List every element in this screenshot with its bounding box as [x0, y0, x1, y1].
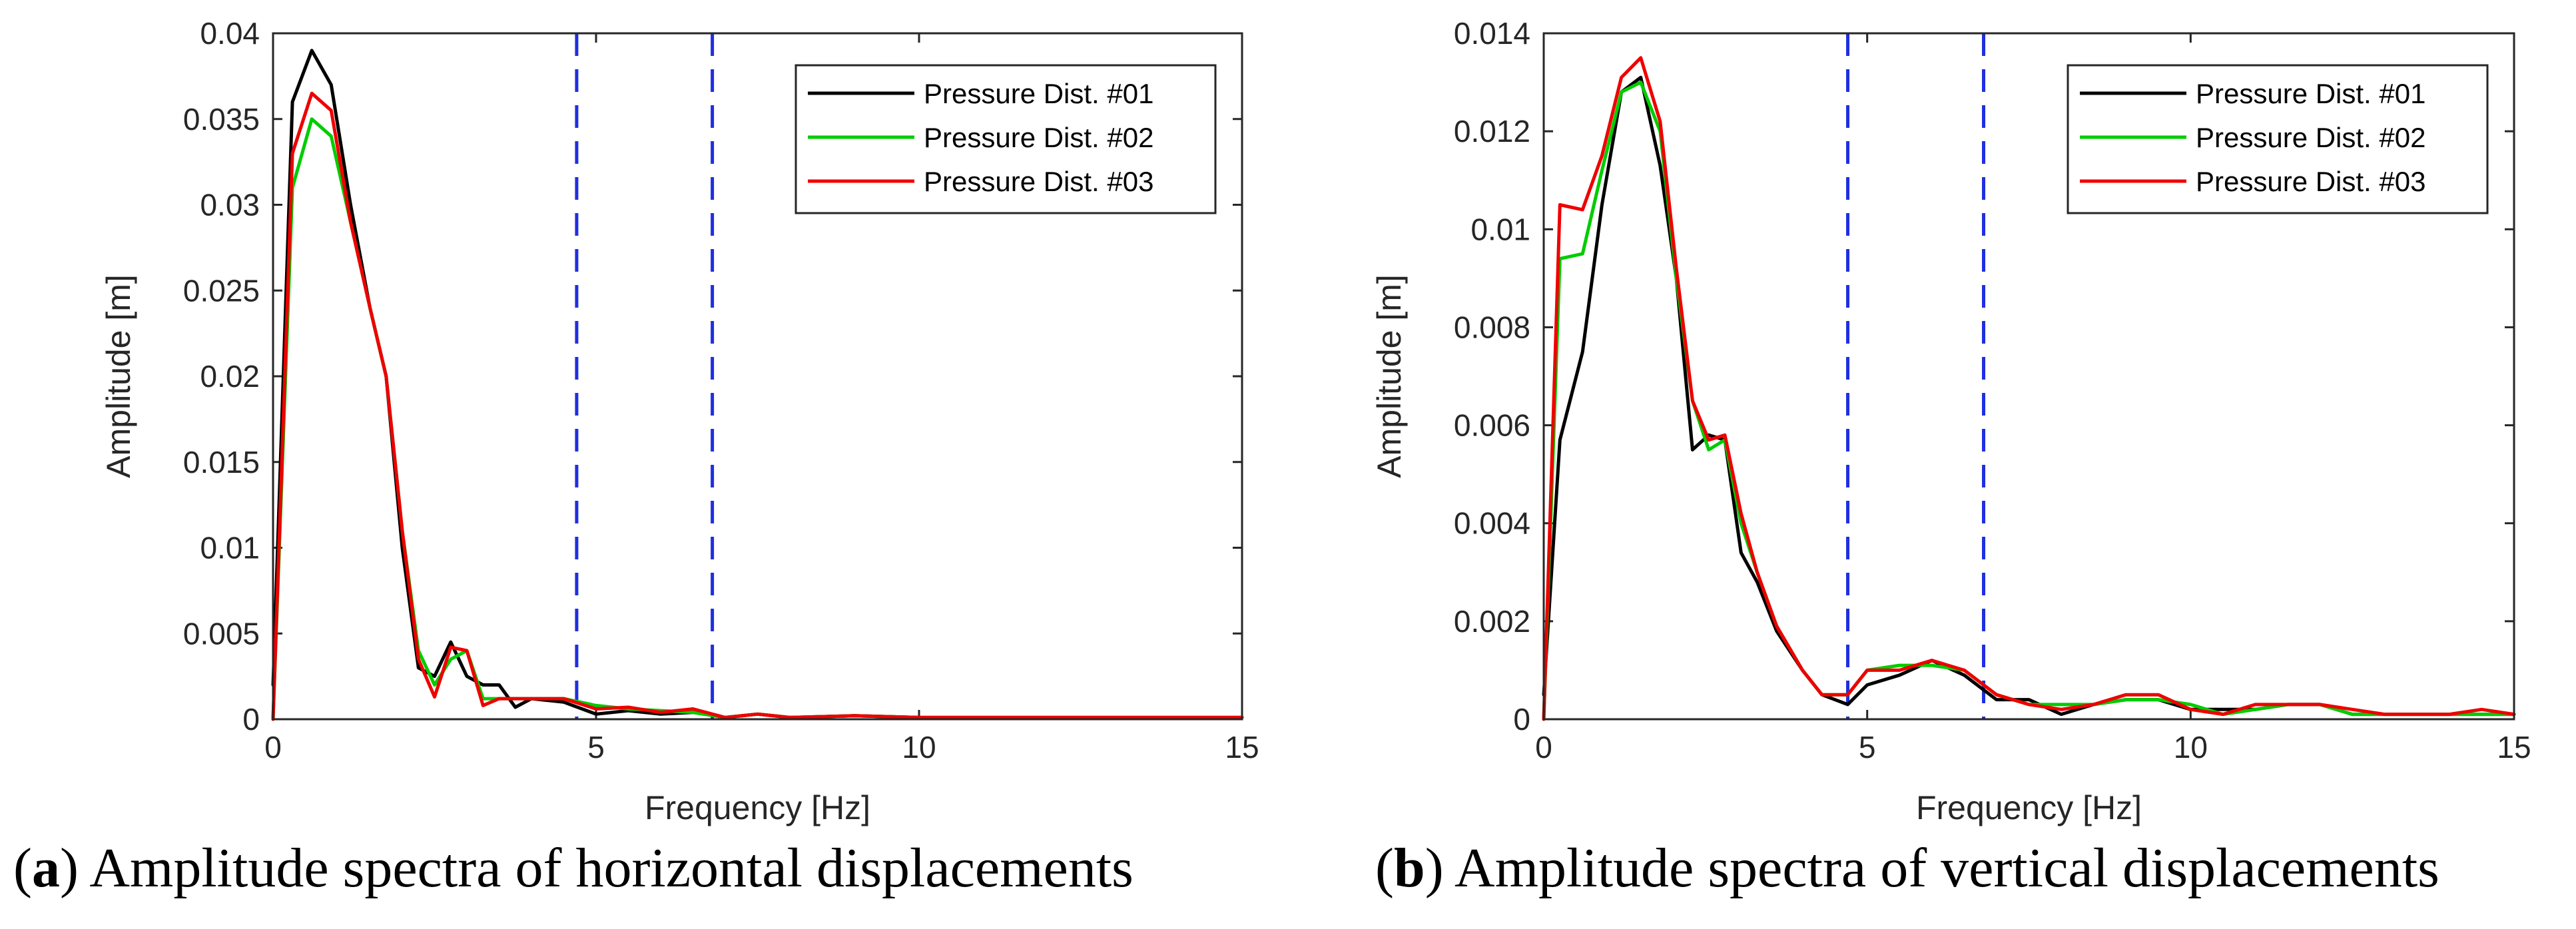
x-axis-label: Frequency [Hz] — [645, 789, 870, 826]
panel-a: 0 5 10 15 0 0.005 0.01 0.015 0.02 0.025 0.03 0.035 0… — [100, 16, 1259, 826]
y-tick-label: 0.002 — [1454, 604, 1530, 639]
y-tick-label: 0.01 — [200, 531, 260, 565]
y-tick-label: 0.02 — [200, 359, 260, 394]
x-tick-label: 10 — [2174, 730, 2208, 765]
y-tick-label: 0.03 — [200, 188, 260, 222]
y-tick-label: 0.005 — [183, 616, 260, 651]
y-axis-label: Amplitude [m] — [100, 274, 137, 478]
axes-frame — [1542, 32, 2515, 721]
caption-a-letter: a — [31, 837, 60, 899]
y-tick-label: 0.008 — [1454, 310, 1530, 344]
caption-b: (b) Amplitude spectra of vertical displa… — [1375, 837, 2439, 899]
axes-frame — [272, 32, 1243, 721]
y-tick-label: 0.01 — [1470, 212, 1530, 246]
y-tick-label: 0.015 — [183, 445, 260, 479]
x-tick-label: 15 — [2497, 730, 2531, 765]
legend-label: Pressure Dist. #02 — [2196, 122, 2425, 153]
panel-b: 0 5 10 15 0 0.002 0.004 0.006 0.008 0.01 0.012 0.01… — [1371, 16, 2531, 826]
legend-box — [2067, 64, 2489, 214]
x-tick-label: 15 — [1225, 730, 1259, 765]
caption-a: (a) Amplitude spectra of horizontal disp… — [13, 837, 1133, 899]
caption-b-text: Amplitude spectra of vertical displaceme… — [1454, 837, 2439, 899]
y-tick-label: 0.004 — [1454, 506, 1530, 541]
legend: Pressure Dist. #01 Pressure Dist. #02 Pres… — [795, 64, 1217, 214]
y-tick-label: 0.012 — [1454, 114, 1530, 149]
x-tick-label: 10 — [902, 730, 936, 765]
y-tick-label: 0.035 — [183, 102, 260, 137]
series-line-3 — [271, 91, 1244, 721]
x-tick-label: 5 — [587, 730, 605, 765]
legend-box — [795, 64, 1217, 214]
y-tick-label: 0 — [1513, 702, 1530, 737]
legend: Pressure Dist. #01 Pressure Dist. #02 Pres… — [2067, 64, 2489, 214]
series-line-3 — [1542, 56, 2516, 721]
caption-b-letter: b — [1393, 837, 1425, 899]
y-tick-label: 0.025 — [183, 273, 260, 308]
caption-a-text: Amplitude spectra of horizontal displace… — [89, 837, 1133, 899]
x-tick-label: 0 — [264, 730, 282, 765]
legend-label: Pressure Dist. #01 — [2196, 78, 2425, 109]
y-axis-label: Amplitude [m] — [1371, 274, 1408, 478]
y-tick-label: 0 — [242, 702, 260, 737]
x-tick-label: 5 — [1859, 730, 1876, 765]
legend-label: Pressure Dist. #01 — [924, 78, 1153, 109]
y-tick-label: 0.006 — [1454, 408, 1530, 443]
legend-label: Pressure Dist. #02 — [924, 122, 1153, 153]
x-axis-label: Frequency [Hz] — [1916, 789, 2142, 826]
legend-label: Pressure Dist. #03 — [2196, 166, 2425, 197]
y-tick-label: 0.014 — [1454, 16, 1530, 51]
y-tick-label: 0.04 — [200, 16, 260, 51]
x-tick-label: 0 — [1535, 730, 1552, 765]
legend-label: Pressure Dist. #03 — [924, 166, 1153, 197]
